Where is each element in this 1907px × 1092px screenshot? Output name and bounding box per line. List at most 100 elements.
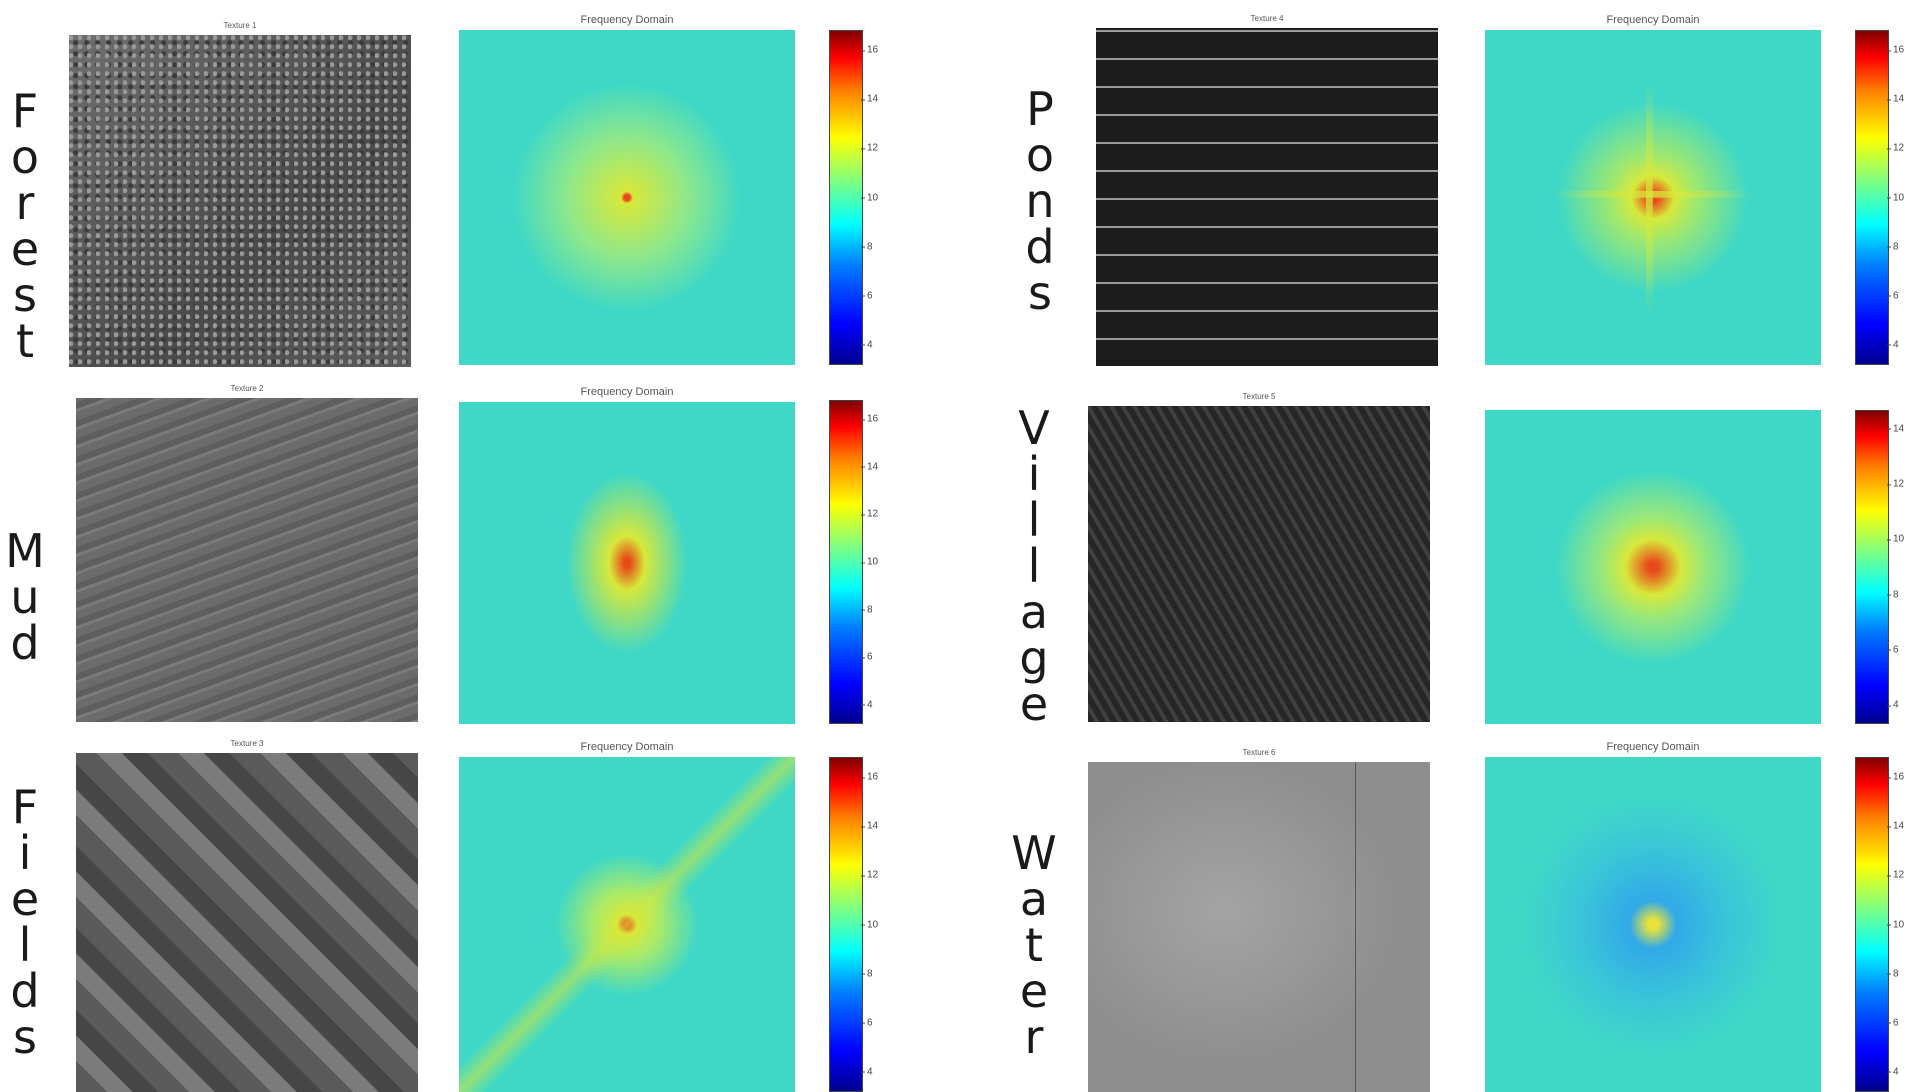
colorbar-tick-label: 8: [1887, 589, 1899, 601]
class-label-letter: o: [1025, 128, 1055, 182]
colorbar-tick-label: 14: [860, 93, 879, 105]
class-label-letter: V: [1018, 401, 1050, 455]
class-label-letter: r: [15, 176, 35, 230]
class-label-letter: n: [1025, 174, 1055, 228]
frequency-domain-6: Frequency Domain: [1485, 741, 1821, 1092]
colorbar-tick-label: 14: [1886, 93, 1905, 105]
colorbar-tick-label: 6: [1887, 1017, 1899, 1029]
class-label-letter: t: [15, 314, 35, 368]
colorbar-tick-label: 10: [1886, 192, 1905, 203]
colorbar-tick-label: 16: [1886, 771, 1905, 783]
class-label-letter: d: [10, 616, 40, 670]
class-label-letter: e: [10, 872, 40, 926]
class-label-letter: s: [13, 1010, 37, 1064]
texture-3-image: Texture 3: [76, 739, 418, 1092]
colorbar-tick-label: 16: [860, 413, 879, 425]
colorbar-tick-label: 6: [861, 290, 873, 302]
colorbar-tick-label: 4: [861, 339, 873, 351]
texture-2-image: Texture 2: [76, 384, 418, 722]
colorbar-tick-label: 8: [861, 968, 873, 980]
colorbar-tick-label: 12: [1886, 142, 1905, 154]
class-label-letter: u: [10, 570, 40, 624]
frequency-domain-1-title: Frequency Domain: [580, 14, 674, 26]
colorbar-tick-label: 12: [1886, 478, 1905, 490]
texture-3-title: Texture 3: [230, 739, 264, 748]
class-label-letter: F: [11, 84, 39, 138]
colorbar-tick-label: 4: [1887, 1066, 1899, 1078]
class-label-letter: s: [1028, 266, 1052, 320]
colorbar-tick-label: 8: [861, 241, 873, 253]
frequency-domain-4: Frequency Domain: [1485, 14, 1821, 365]
colorbar-tick-label: 4: [861, 1066, 873, 1078]
texture-1-title: Texture 1: [223, 21, 257, 30]
colorbar-1: 16 14 12 10 8 6 4: [829, 30, 878, 365]
frequency-domain-3-title: Frequency Domain: [580, 741, 674, 753]
class-label-letter: d: [1025, 220, 1055, 274]
class-label-letter: t: [1024, 918, 1044, 972]
class-label-letter: W: [1011, 826, 1057, 880]
class-label-letter: P: [1026, 82, 1054, 136]
class-label-letter: s: [13, 268, 37, 322]
colorbar-6: 16 14 12 10 8 6 4: [1855, 757, 1904, 1092]
colorbar-tick-label: 4: [1887, 699, 1899, 711]
colorbar-tick-label: 6: [1887, 644, 1899, 656]
colorbar-tick-label: 14: [860, 820, 879, 832]
colorbar-tick-label: 16: [1886, 44, 1905, 56]
class-label-letter: i: [18, 826, 32, 880]
colorbar-tick-label: 4: [861, 699, 873, 711]
class-label-letter: l: [1027, 539, 1041, 593]
texture-4-image: Texture 4: [1096, 14, 1438, 366]
class-label-letter: l: [1027, 493, 1041, 547]
colorbar-tick-label: 16: [860, 771, 879, 783]
class-label-letter: M: [5, 524, 45, 578]
class-label-letter: e: [10, 222, 40, 276]
class-label-letter: a: [1019, 585, 1049, 639]
colorbar-tick-label: 10: [860, 919, 879, 930]
colorbar-tick-label: 12: [860, 869, 879, 881]
colorbar-tick-label: 12: [860, 142, 879, 154]
class-label-letter: d: [10, 964, 40, 1018]
colorbar-2: 16 14 12 10 8 6 4: [829, 400, 878, 724]
colorbar-4: 16 14 12 10 8 6 4: [1855, 30, 1904, 365]
colorbar-tick-label: 14: [860, 461, 879, 473]
colorbar-tick-label: 6: [861, 651, 873, 663]
colorbar-tick-label: 10: [860, 192, 879, 203]
colorbar-tick-label: 12: [860, 508, 879, 520]
class-label-letter: F: [11, 780, 39, 834]
colorbar-tick-label: 10: [860, 556, 879, 568]
texture-2-title: Texture 2: [230, 384, 264, 393]
texture-4-title: Texture 4: [1250, 14, 1284, 23]
colorbar-5: 14 12 10 8 6 4: [1855, 410, 1904, 724]
colorbar-tick-label: 8: [1887, 968, 1899, 980]
frequency-domain-2-title: Frequency Domain: [580, 386, 674, 398]
frequency-domain-6-title: Frequency Domain: [1606, 741, 1700, 753]
frequency-domain-5: [1485, 410, 1821, 724]
colorbar-tick-label: 10: [1886, 533, 1905, 545]
colorbar-3: 16 14 12 10 8 6 4: [829, 757, 878, 1092]
colorbar-tick-label: 12: [1886, 869, 1905, 881]
texture-1-image: Texture 1: [69, 21, 411, 367]
colorbar-tick-label: 6: [861, 1017, 873, 1029]
colorbar-tick-label: 10: [1886, 919, 1905, 930]
colorbar-tick-label: 8: [861, 604, 873, 616]
colorbar-tick-label: 8: [1887, 241, 1899, 253]
frequency-domain-3: Frequency Domain: [459, 741, 795, 1092]
colorbar-tick-label: 14: [1886, 820, 1905, 832]
class-label-letter: r: [1024, 1010, 1044, 1064]
texture-5-title: Texture 5: [1242, 392, 1276, 401]
class-label-letter: l: [18, 918, 32, 972]
texture-5-image: Texture 5: [1088, 392, 1430, 722]
texture-6-title: Texture 6: [1242, 748, 1276, 757]
colorbar-tick-label: 6: [1887, 290, 1899, 302]
texture-6-image: Texture 6: [1088, 748, 1430, 1092]
class-label-letter: a: [1019, 872, 1049, 926]
colorbar-tick-label: 14: [1886, 423, 1905, 435]
class-label-letter: i: [1027, 447, 1041, 501]
frequency-domain-4-title: Frequency Domain: [1606, 14, 1700, 26]
colorbar-tick-label: 16: [860, 44, 879, 56]
class-label-letter: o: [10, 130, 40, 184]
